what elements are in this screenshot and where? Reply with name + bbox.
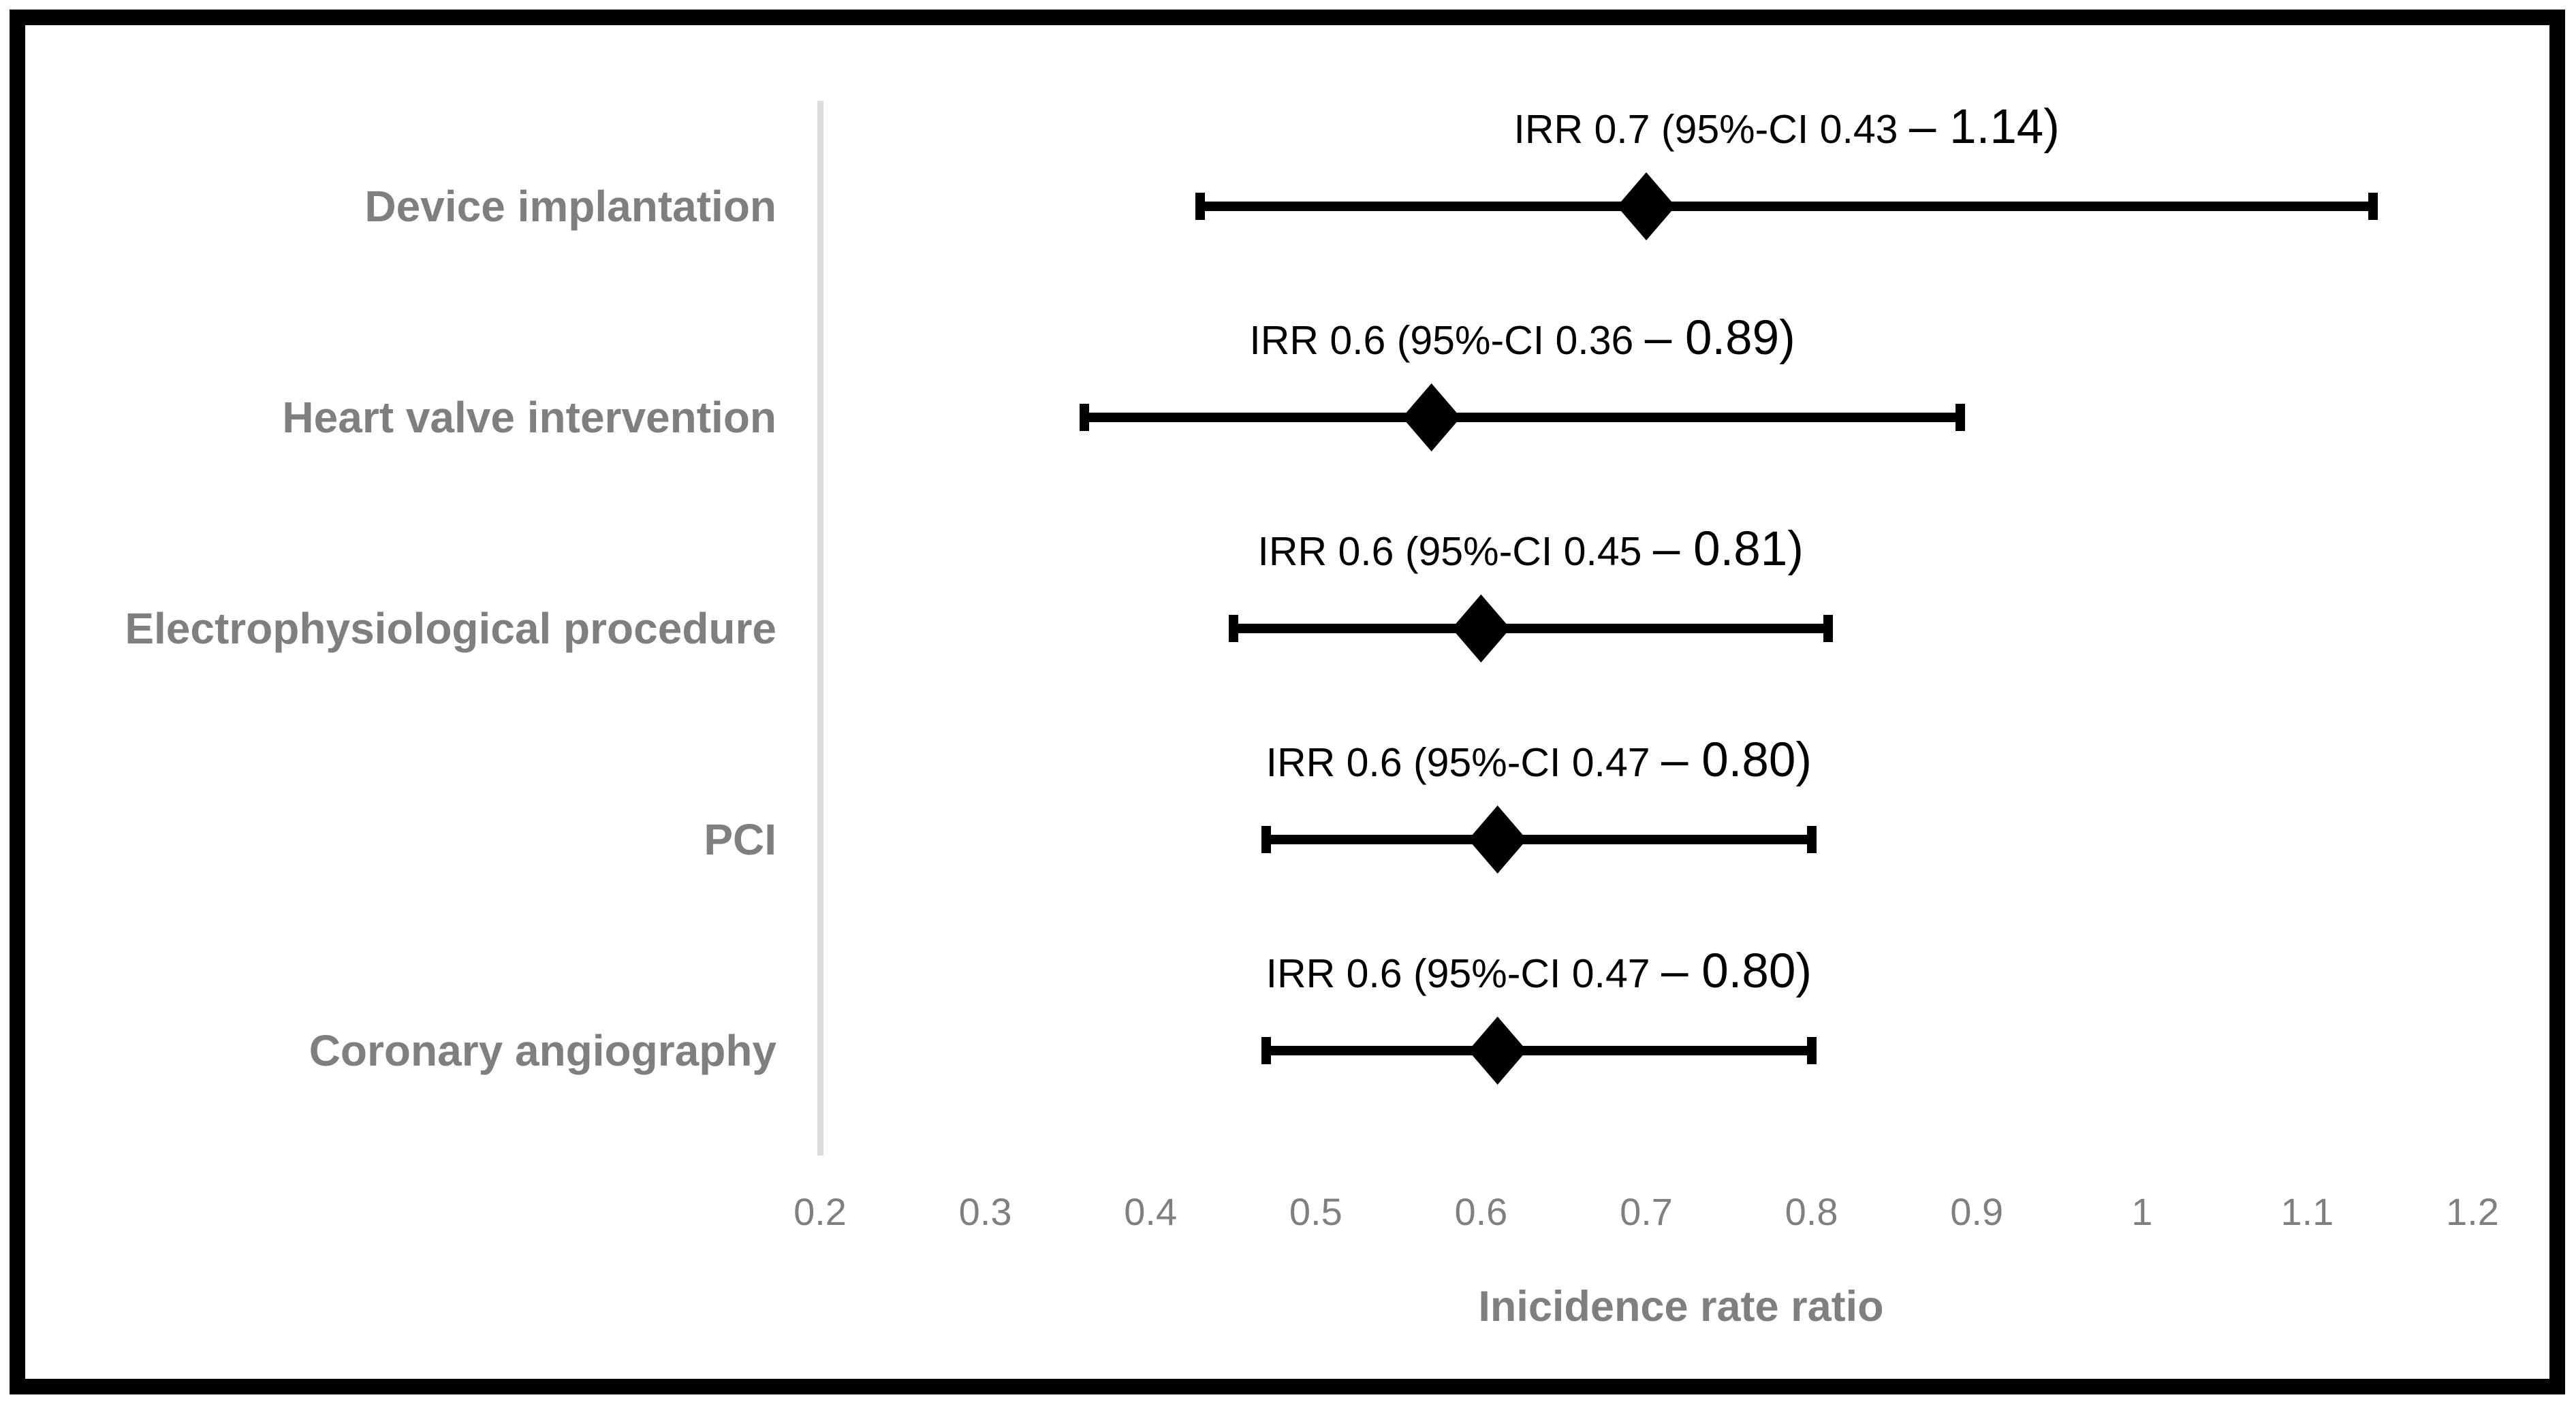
ci-cap-left — [1228, 615, 1238, 642]
ci-cap-right — [1955, 404, 1965, 431]
irr-annotation: IRR 0.6 (95%-CI 0.47 – 0.80) — [1266, 947, 1812, 995]
x-tick-label: 0.5 — [1289, 1190, 1342, 1233]
irr-marker-diamond — [1617, 172, 1676, 240]
ci-cap-left — [1080, 404, 1090, 431]
category-label: PCI — [704, 815, 776, 864]
x-tick-label: 0.6 — [1454, 1190, 1508, 1233]
irr-marker-diamond — [1402, 383, 1461, 451]
irr-marker-diamond — [1468, 1017, 1527, 1085]
ci-bar — [1266, 1046, 1812, 1055]
irr-marker-diamond — [1451, 594, 1511, 663]
irr-annotation-main: IRR 0.7 (95%-CI 0.43 — [1513, 107, 1909, 152]
x-tick-label: 1.2 — [2446, 1190, 2499, 1233]
ci-bar — [1199, 202, 2374, 211]
x-tick-label: 0.8 — [1785, 1190, 1838, 1233]
irr-annotation-end: – 0.81) — [1652, 522, 1804, 576]
ci-cap-left — [1195, 193, 1205, 220]
ci-cap-left — [1261, 826, 1272, 853]
ci-bar — [1084, 413, 1960, 422]
x-tick-label: 1 — [2131, 1190, 2153, 1233]
irr-annotation: IRR 0.6 (95%-CI 0.45 – 0.81) — [1257, 525, 1803, 573]
irr-annotation-main: IRR 0.6 (95%-CI 0.47 — [1266, 951, 1661, 996]
x-tick-label: 0.4 — [1124, 1190, 1178, 1233]
ci-bar — [1266, 835, 1812, 844]
category-axis-line — [817, 101, 823, 1155]
category-label: Coronary angiography — [309, 1026, 776, 1075]
irr-annotation-main: IRR 0.6 (95%-CI 0.45 — [1257, 529, 1653, 574]
ci-bar — [1233, 624, 1828, 633]
category-label: Electrophysiological procedure — [125, 604, 776, 653]
x-tick-label: 1.1 — [2280, 1190, 2334, 1233]
ci-cap-right — [1806, 826, 1817, 853]
x-tick-label: 0.9 — [1950, 1190, 2004, 1233]
x-axis-title: Inicidence rate ratio — [1478, 1283, 1884, 1330]
irr-annotation-end: – 0.80) — [1661, 733, 1812, 787]
irr-annotation-end: – 1.14) — [1909, 100, 2060, 154]
irr-marker-diamond — [1468, 805, 1527, 874]
x-tick-label: 0.2 — [794, 1190, 847, 1233]
category-label: Heart valve intervention — [282, 393, 776, 442]
x-tick-label: 0.3 — [958, 1190, 1012, 1233]
irr-annotation-main: IRR 0.6 (95%-CI 0.47 — [1266, 740, 1661, 785]
ci-cap-right — [2368, 193, 2378, 220]
irr-annotation-main: IRR 0.6 (95%-CI 0.36 — [1249, 318, 1645, 363]
irr-annotation-end: – 0.80) — [1661, 944, 1812, 998]
x-tick-label: 0.7 — [1620, 1190, 1673, 1233]
irr-annotation: IRR 0.6 (95%-CI 0.47 – 0.80) — [1266, 736, 1812, 784]
irr-annotation-end: – 0.89) — [1644, 311, 1795, 365]
figure-frame-border — [10, 10, 2565, 1394]
ci-cap-right — [1823, 615, 1833, 642]
ci-cap-right — [1806, 1037, 1817, 1064]
ci-cap-left — [1261, 1037, 1272, 1064]
irr-annotation: IRR 0.7 (95%-CI 0.43 – 1.14) — [1513, 103, 2059, 151]
irr-annotation: IRR 0.6 (95%-CI 0.36 – 0.89) — [1249, 314, 1795, 362]
category-label: Device implantation — [364, 182, 776, 231]
